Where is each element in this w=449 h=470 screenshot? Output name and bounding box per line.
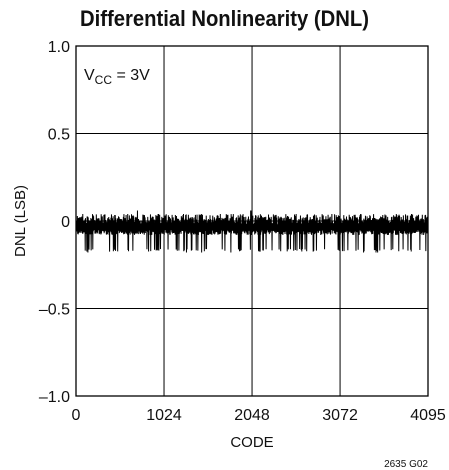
y-tick-label: 1.0 [48,39,70,56]
dnl-series-line [75,210,429,253]
chart-title: Differential Nonlinearity (DNL) [79,6,369,31]
vcc-value: = 3V [112,67,150,84]
y-tick-label: –0.5 [39,302,70,319]
vcc-subscript: CC [95,73,113,87]
x-tick-labels: 0 1024 2048 3072 4095 [72,407,446,424]
x-tick-label: 0 [72,407,81,424]
y-tick-labels: 1.0 0.5 0 –0.5 –1.0 [39,39,70,406]
y-axis-title: DNL (LSB) [12,185,29,257]
x-tick-label: 4095 [410,407,446,424]
figure-id: 2635 G02 [384,459,428,470]
y-tick-label: 0.5 [48,127,70,144]
y-tick-label: –1.0 [39,389,70,406]
x-tick-label: 1024 [146,407,182,424]
vcc-main: V [84,67,95,84]
x-tick-label: 2048 [234,407,270,424]
y-tick-label: 0 [61,214,70,231]
x-tick-label: 3072 [322,407,358,424]
x-axis-title: CODE [230,434,273,451]
vcc-annotation: VCC = 3V [84,67,150,87]
